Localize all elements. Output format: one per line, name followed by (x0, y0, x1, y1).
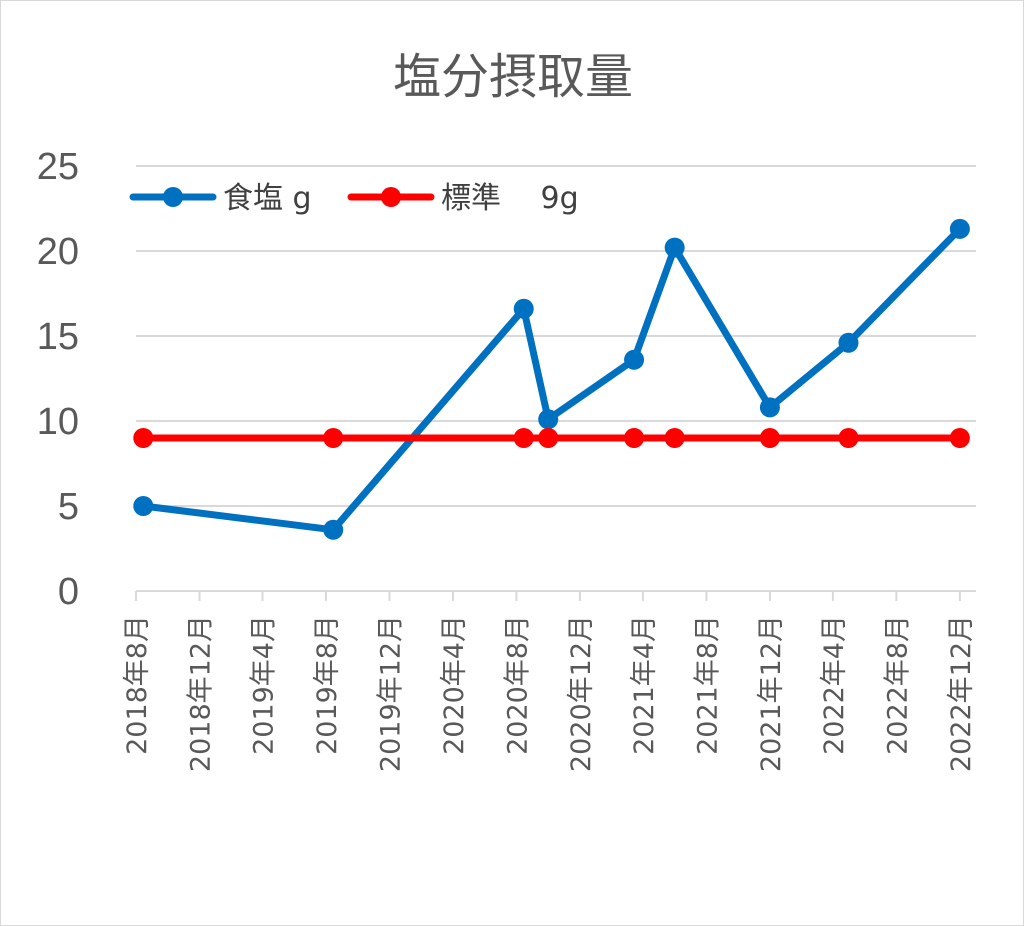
y-tick-label: 20 (37, 231, 79, 273)
legend[interactable]: 食塩 g 標準 9g (129, 181, 579, 216)
x-tick-label: 2022年8月 (882, 615, 913, 755)
x-tick-label: 2018年12月 (185, 615, 216, 772)
data-point[interactable] (538, 409, 559, 430)
data-point[interactable] (133, 428, 154, 448)
data-point[interactable] (538, 428, 559, 448)
data-point[interactable] (838, 332, 859, 353)
x-axis-labels: 2018年8月 2018年12月 2019年4月 2019年8月 2019年12月 202… (122, 615, 977, 772)
legend-swatch-marker (163, 187, 183, 207)
data-point[interactable] (513, 428, 534, 448)
data-point[interactable] (624, 428, 645, 448)
x-tick-label: 2018年8月 (122, 615, 153, 755)
chart-title: 塩分摂取量 (393, 49, 633, 105)
data-point[interactable] (323, 428, 344, 448)
legend-entry-label: 標準 9g (441, 181, 579, 216)
legend-swatch-marker (381, 187, 401, 207)
data-point[interactable] (624, 349, 645, 370)
x-tick-label: 2019年12月 (375, 615, 406, 772)
y-tick-label: 15 (37, 316, 79, 358)
y-axis: 0 5 10 15 20 25 (37, 146, 79, 613)
data-point[interactable] (949, 218, 970, 239)
y-tick-label: 0 (58, 571, 79, 613)
plot-series (133, 218, 970, 540)
x-tick-label: 2019年8月 (312, 615, 343, 755)
legend-entry-label: 食塩 g (223, 181, 312, 216)
data-point[interactable] (133, 496, 154, 516)
data-point[interactable] (759, 428, 780, 448)
x-tick-label: 2021年12月 (756, 615, 787, 772)
x-tick-label: 2021年4月 (629, 615, 660, 755)
y-tick-label: 5 (58, 486, 79, 528)
x-tick-label: 2020年8月 (502, 615, 533, 755)
y-tick-label: 10 (37, 401, 79, 443)
gridlines (136, 165, 976, 507)
x-tick-label: 2020年4月 (439, 615, 470, 755)
x-tick-label: 2022年4月 (819, 615, 850, 755)
data-point[interactable] (759, 397, 780, 418)
data-point[interactable] (949, 428, 970, 448)
x-tick-label: 2022年12月 (946, 615, 977, 772)
y-tick-label: 25 (37, 146, 79, 188)
data-point[interactable] (838, 428, 859, 448)
x-tick-label: 2019年4月 (248, 615, 279, 755)
x-tick-label: 2020年12月 (566, 615, 597, 772)
x-axis (135, 590, 976, 601)
data-point[interactable] (664, 428, 685, 448)
data-point[interactable] (513, 298, 534, 319)
data-point[interactable] (323, 519, 344, 540)
series-line-0 (139, 225, 964, 534)
data-point[interactable] (664, 237, 685, 258)
x-tick-label: 2021年8月 (692, 615, 723, 755)
